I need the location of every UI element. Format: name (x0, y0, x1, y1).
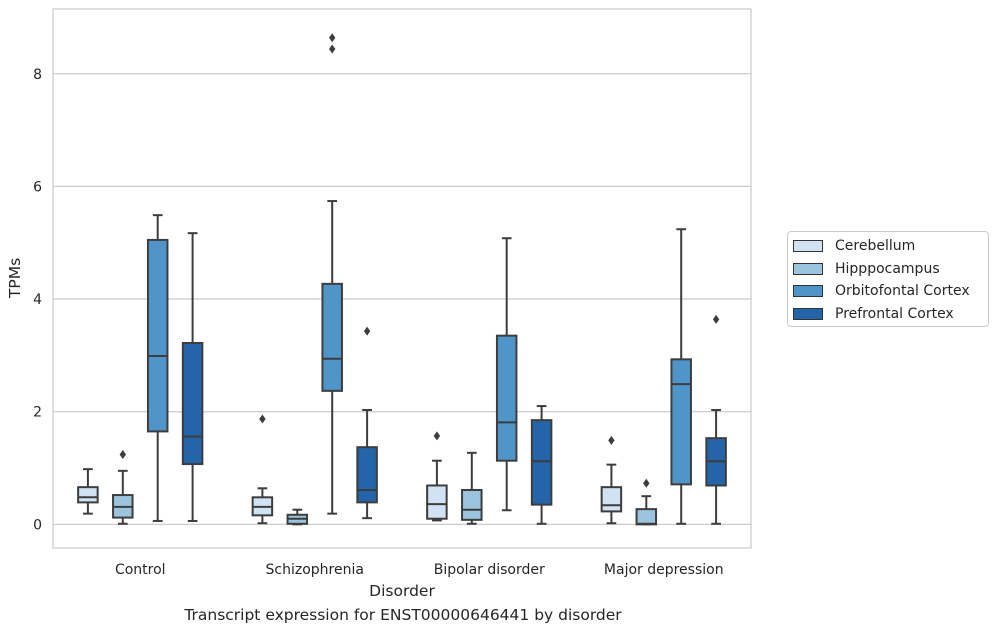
outlier-point (712, 314, 720, 324)
x-tick-label: Control (115, 562, 166, 578)
box-series (77, 33, 727, 526)
x-tick-label: Bipolar disorder (434, 562, 545, 578)
outlier-point (259, 414, 266, 424)
x-axis-label: Disorder (369, 582, 435, 600)
box (635, 478, 658, 526)
gridlines (53, 73, 751, 525)
legend-item: Cerebellum (793, 235, 988, 258)
legend-swatch (793, 240, 823, 253)
series-cerebellum (77, 414, 623, 525)
y-axis-label: TPMs (6, 258, 24, 299)
box (426, 431, 448, 522)
box (321, 33, 343, 515)
box-body (181, 341, 204, 466)
box (600, 435, 623, 525)
legend-label: Prefrontal Cortex (835, 305, 954, 322)
outlier-point (329, 44, 336, 54)
legend-label: Cerebellum (835, 238, 916, 255)
y-tick-label: 0 (33, 517, 42, 533)
box-body (635, 508, 658, 526)
box-body (461, 488, 483, 521)
box (77, 468, 99, 515)
box-body (426, 484, 448, 520)
y-tick-label: 6 (33, 179, 42, 195)
outlier-point (608, 435, 615, 445)
box (670, 228, 692, 525)
series-hipppocampus (112, 450, 658, 526)
legend-item: Orbitofontal Cortex (793, 280, 988, 303)
y-tick-label: 2 (33, 405, 42, 421)
x-tick-labels: Control Schizophrenia Bipolar disorder Majo… (115, 562, 724, 578)
legend-swatch (793, 262, 823, 275)
outlier-point (119, 450, 126, 460)
x-tick-label: Major depression (604, 562, 724, 578)
legend-label: Orbitofontal Cortex (835, 283, 970, 300)
y-tick-label: 8 (33, 67, 42, 83)
legend-label: Hipppocampus (835, 260, 940, 277)
outlier-point (433, 431, 441, 441)
box-body (356, 446, 378, 504)
outlier-point (363, 326, 371, 336)
box-body (530, 419, 553, 506)
box (461, 451, 483, 525)
box-body (146, 238, 169, 433)
box-body (600, 486, 623, 513)
box-body (77, 486, 99, 504)
box-body (670, 358, 692, 486)
box (181, 232, 204, 522)
box (356, 326, 378, 520)
x-tick-label: Schizophrenia (266, 562, 364, 578)
y-tick-label: 4 (33, 292, 42, 308)
chart-caption: Transcript expression for ENST0000064644… (184, 606, 622, 624)
legend-item: Hipppocampus (793, 258, 988, 281)
y-tick-labels: 0 2 4 6 8 (33, 67, 42, 534)
box (530, 405, 553, 525)
legend: Cerebellum Hipppocampus Orbitofontal Corte… (787, 231, 989, 327)
box (146, 214, 169, 522)
box (495, 237, 518, 512)
legend-swatch (793, 307, 823, 320)
series-orbitofontal-cortex (146, 33, 692, 525)
box (251, 414, 274, 525)
box (112, 450, 134, 525)
outlier-point (643, 478, 650, 488)
legend-item: Prefrontal Cortex (793, 303, 988, 326)
plot-frame (52, 8, 752, 549)
box-body (495, 334, 518, 462)
legend-swatch (793, 285, 823, 298)
box (705, 314, 727, 525)
box-body (321, 282, 343, 392)
series-prefrontal-cortex (181, 232, 727, 525)
box (286, 508, 309, 526)
outlier-point (329, 33, 336, 43)
